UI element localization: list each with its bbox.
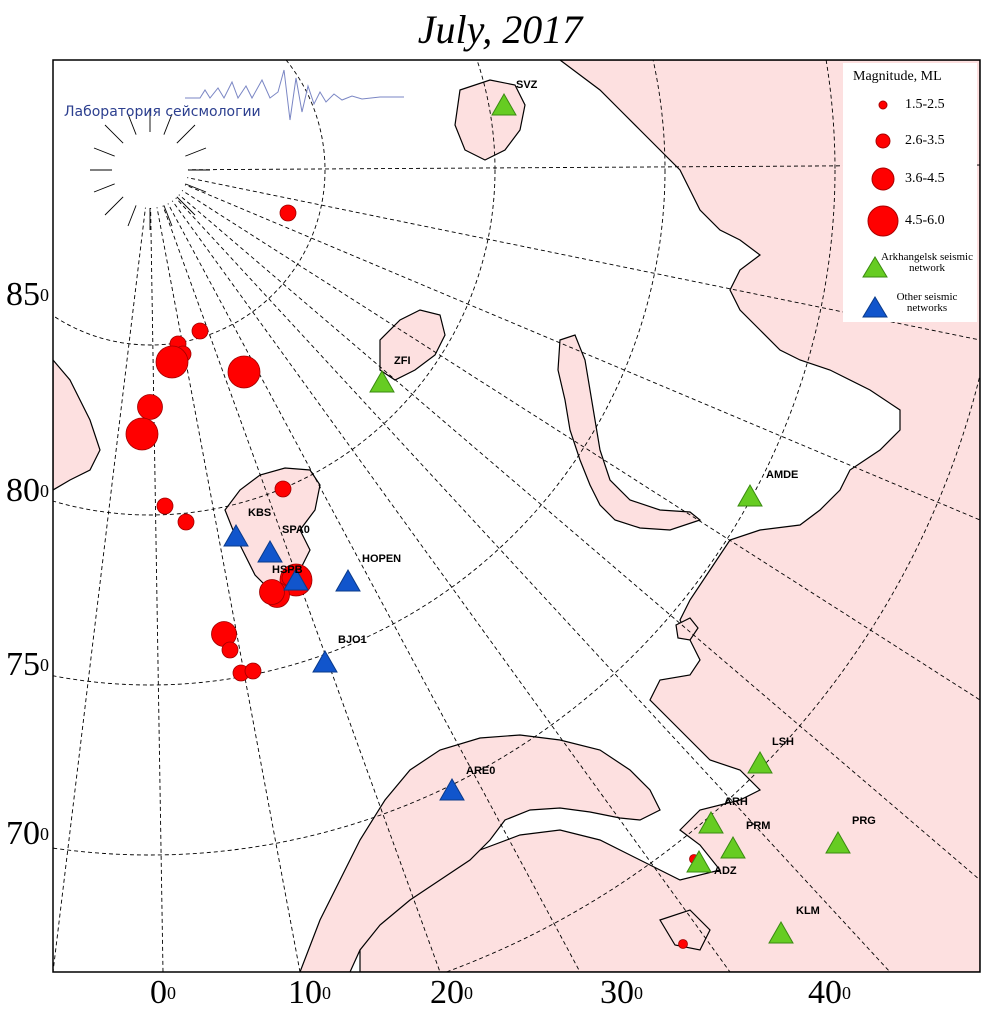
- event-circle: [191, 322, 209, 340]
- station-label-hopen: HOPEN: [362, 553, 401, 565]
- event-circle: [125, 417, 159, 451]
- event-circle: [227, 355, 261, 389]
- station-label-spa0: SPA0: [282, 524, 310, 536]
- station-label-amde: AMDE: [766, 469, 798, 481]
- legend-class-1: 1.5-2.5: [905, 97, 945, 112]
- legend-class-2: 2.6-3.5: [905, 133, 945, 148]
- station-label-hspb: HSPB: [272, 564, 303, 576]
- land-layer: [53, 60, 980, 972]
- station-label-are0: ARE0: [466, 765, 495, 777]
- station-label-adz: ADZ: [714, 865, 737, 877]
- station-triangle-lsh: [747, 750, 773, 774]
- station-triangle-zfi: [369, 369, 395, 393]
- station-triangle-kbs: [223, 523, 249, 547]
- station-label-prg: PRG: [852, 815, 876, 827]
- legend-symbols: [862, 100, 899, 318]
- lon-tick-10: 100: [288, 974, 331, 1011]
- scandinavia-land: [299, 734, 661, 972]
- station-label-klm: KLM: [796, 905, 820, 917]
- legend-arkhangelsk-triangle-icon: [862, 256, 888, 278]
- lat-tick-70: 700: [6, 815, 49, 852]
- legend: Magnitude, ML 1.5-2.5 2.6-3.5 3.6-4.5 4.…: [843, 63, 977, 322]
- legend-class-4: 4.5-6.0: [905, 213, 945, 228]
- event-circle: [678, 939, 688, 949]
- lon-tick-20: 200: [430, 974, 473, 1011]
- novaya-zemlya-land: [557, 334, 702, 531]
- event-circle: [177, 513, 195, 531]
- station-triangle-adz: [686, 849, 712, 873]
- station-layer: SVZ ZFI AMDE KBS SPA0 HSPB HOPEN BJO1 ARE0 LSH ARH…: [223, 79, 876, 944]
- station-triangle-hopen: [335, 568, 361, 592]
- svalbard-land: [224, 467, 321, 591]
- station-triangle-prg: [825, 830, 851, 854]
- legend-circle-small: [878, 100, 888, 110]
- station-label-zfi: ZFI: [394, 355, 411, 367]
- lat-tick-85: 850: [6, 276, 49, 313]
- map-frame: [52, 59, 981, 973]
- station-triangle-hspb: [283, 567, 309, 591]
- lon-tick-30: 300: [600, 974, 643, 1011]
- pole-mask: [112, 132, 188, 208]
- legend-other-label: Other seismic networks: [896, 291, 958, 314]
- station-triangle-klm: [768, 920, 794, 944]
- map-title: July, 2017: [417, 7, 583, 52]
- station-triangle-bjo1: [312, 649, 338, 673]
- logo-seismogram-icon: [185, 69, 404, 121]
- lon-tick-0: 00: [150, 974, 176, 1011]
- legend-circle-xlarge: [867, 205, 899, 237]
- station-triangle-arh: [698, 810, 724, 834]
- station-triangle-are0: [439, 777, 465, 801]
- station-triangle-prm: [720, 835, 746, 859]
- legend-title: Magnitude, ML: [853, 69, 942, 84]
- station-triangle-svz: [491, 92, 517, 116]
- lat-tick-80: 800: [6, 472, 49, 509]
- event-circle: [156, 497, 174, 515]
- event-circle: [221, 641, 239, 659]
- station-label-arh: ARH: [724, 796, 748, 808]
- event-circle: [244, 662, 262, 680]
- station-triangle-spa0: [257, 539, 283, 563]
- lon-tick-40: 400: [808, 974, 851, 1011]
- lat-tick-75: 750: [6, 646, 49, 683]
- station-label-kbs: KBS: [248, 507, 271, 519]
- station-label-svz: SVZ: [516, 79, 538, 91]
- legend-arkhangelsk-label: Arkhangelsk seismic network: [881, 251, 973, 274]
- logo-text: Лаборатория сейсмологии: [64, 104, 261, 120]
- legend-circle-large: [871, 167, 895, 191]
- russia-northeast-land: [359, 60, 980, 972]
- event-circle: [279, 204, 297, 222]
- event-circle: [259, 579, 285, 605]
- event-circle: [155, 345, 189, 379]
- station-triangle-amde: [737, 483, 763, 507]
- station-label-bjo1: BJO1: [338, 634, 367, 646]
- event-circle: [137, 394, 163, 420]
- station-label-lsh: LSH: [772, 736, 794, 748]
- white-sea-island: [659, 909, 711, 951]
- legend-other-triangle-icon: [862, 296, 888, 318]
- legend-circle-medium: [875, 133, 891, 149]
- franz-josef-land: [379, 309, 446, 381]
- station-label-prm: PRM: [746, 820, 770, 832]
- event-circle: [274, 480, 292, 498]
- legend-class-3: 3.6-4.5: [905, 171, 945, 186]
- greenland-land: [53, 359, 101, 491]
